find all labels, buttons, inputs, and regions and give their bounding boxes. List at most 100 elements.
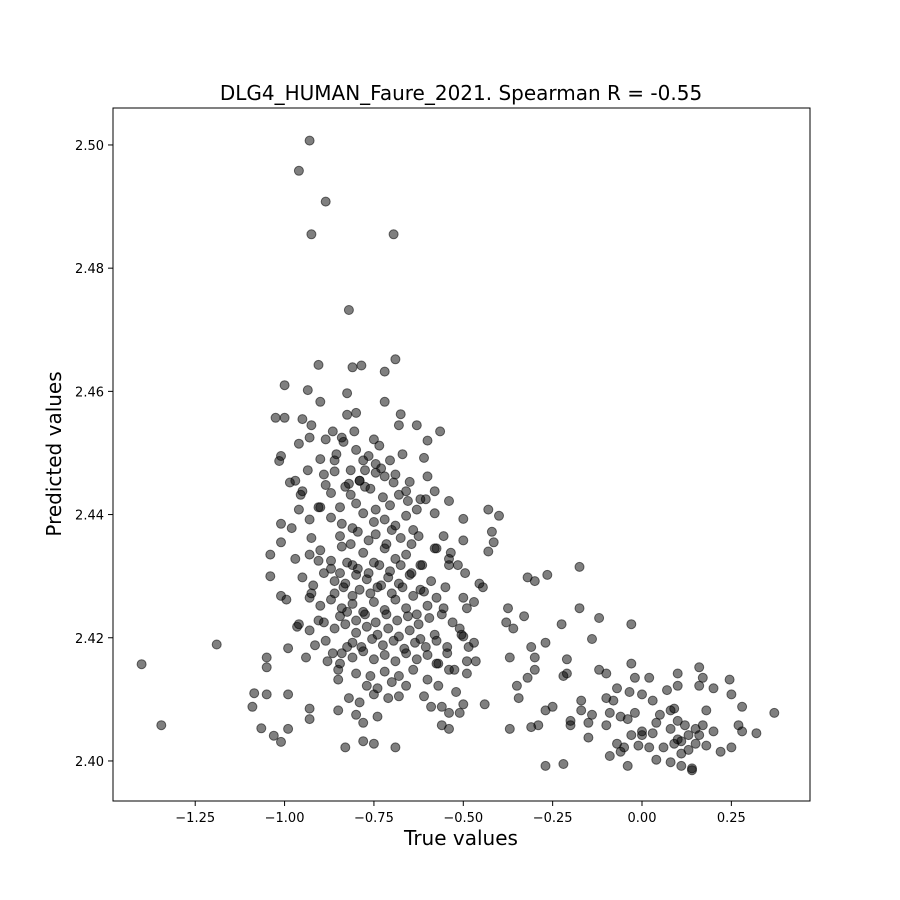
data-point — [687, 763, 697, 774]
data-point — [513, 693, 524, 704]
data-point — [249, 688, 260, 699]
data-point — [715, 746, 726, 757]
data-point — [477, 582, 488, 593]
data-point — [379, 396, 390, 407]
data-point — [315, 396, 326, 407]
data-point — [370, 504, 381, 515]
data-point — [392, 615, 403, 626]
data-point — [647, 695, 658, 706]
data-point — [261, 662, 272, 673]
data-point — [708, 683, 719, 694]
data-point — [470, 656, 481, 667]
data-point — [363, 535, 374, 546]
data-point — [574, 561, 585, 572]
data-point — [501, 617, 512, 628]
data-point — [363, 451, 374, 461]
data-point — [352, 563, 363, 574]
y-tick-label: 2.40 — [75, 755, 104, 770]
data-point — [665, 723, 676, 734]
data-point — [318, 469, 329, 480]
data-point — [343, 693, 354, 704]
data-point — [297, 572, 308, 583]
data-point — [522, 672, 533, 683]
data-point — [452, 560, 463, 571]
data-point — [504, 652, 515, 663]
data-point — [390, 656, 401, 667]
data-point — [724, 674, 735, 685]
data-point — [694, 730, 705, 741]
data-point — [322, 656, 333, 667]
data-point — [386, 588, 397, 599]
data-point — [561, 668, 572, 679]
data-point — [304, 135, 315, 146]
data-point — [701, 705, 712, 716]
data-point — [604, 751, 615, 761]
data-point — [622, 714, 633, 725]
data-point — [658, 742, 669, 753]
data-point — [265, 549, 276, 560]
data-point — [381, 539, 392, 550]
data-point — [449, 664, 460, 675]
data-point — [411, 609, 422, 620]
data-point — [629, 672, 640, 683]
data-point — [737, 726, 748, 737]
data-point — [340, 619, 351, 630]
data-point — [624, 687, 635, 697]
data-point — [347, 362, 358, 373]
data-point — [556, 619, 567, 630]
data-point — [358, 547, 369, 558]
data-point — [451, 687, 462, 697]
data-point — [336, 432, 347, 443]
data-point — [426, 576, 437, 587]
data-point — [429, 508, 440, 519]
data-point — [594, 613, 605, 623]
data-point — [399, 643, 410, 654]
data-point — [608, 695, 619, 706]
data-point — [529, 576, 540, 587]
data-point — [626, 730, 637, 741]
chart-title: DLG4_HUMAN_Faure_2021. Spearman R = -0.5… — [220, 81, 702, 105]
data-point — [361, 680, 372, 691]
data-point — [336, 541, 347, 552]
data-point — [479, 699, 490, 710]
data-point — [654, 709, 665, 720]
data-point — [404, 625, 415, 636]
data-point — [274, 456, 285, 466]
data-point — [351, 709, 362, 720]
data-point — [370, 617, 381, 628]
data-point — [444, 560, 454, 571]
data-point — [504, 723, 515, 734]
data-point — [388, 477, 399, 488]
data-point — [604, 707, 615, 718]
data-point — [647, 728, 658, 739]
data-point — [335, 531, 345, 542]
x-tick-label: −0.25 — [533, 811, 573, 826]
data-point — [361, 621, 372, 632]
data-point — [612, 683, 622, 694]
data-point — [422, 674, 433, 685]
data-point — [486, 526, 497, 537]
data-point — [368, 738, 379, 749]
data-point — [313, 502, 324, 513]
data-point — [511, 680, 522, 691]
data-point — [315, 600, 326, 611]
data-point — [447, 617, 458, 628]
data-point — [281, 594, 292, 605]
data-point — [431, 543, 442, 554]
data-point — [438, 603, 449, 614]
data-point — [338, 582, 349, 593]
data-point — [565, 720, 576, 731]
data-point — [308, 580, 319, 591]
data-point — [622, 760, 633, 771]
data-point — [379, 366, 390, 377]
data-points — [136, 135, 780, 776]
data-point — [358, 508, 369, 519]
data-point — [333, 705, 344, 716]
data-point — [406, 568, 417, 579]
data-point — [335, 611, 345, 622]
data-point — [329, 623, 340, 634]
data-point — [438, 531, 449, 542]
data-point — [458, 535, 469, 546]
data-point — [458, 513, 469, 524]
data-point — [351, 498, 362, 509]
